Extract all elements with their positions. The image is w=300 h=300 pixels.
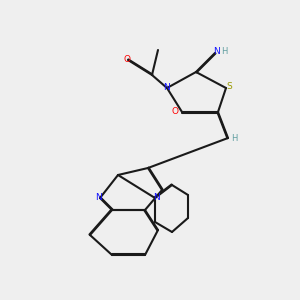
Text: O: O — [123, 56, 130, 64]
Text: H: H — [231, 134, 238, 143]
Text: N: N — [164, 83, 170, 92]
Text: O: O — [172, 107, 179, 116]
Text: H: H — [221, 47, 228, 56]
Text: N: N — [213, 47, 220, 56]
Text: N: N — [153, 194, 160, 202]
Text: S: S — [226, 82, 232, 91]
Text: N: N — [95, 194, 102, 202]
